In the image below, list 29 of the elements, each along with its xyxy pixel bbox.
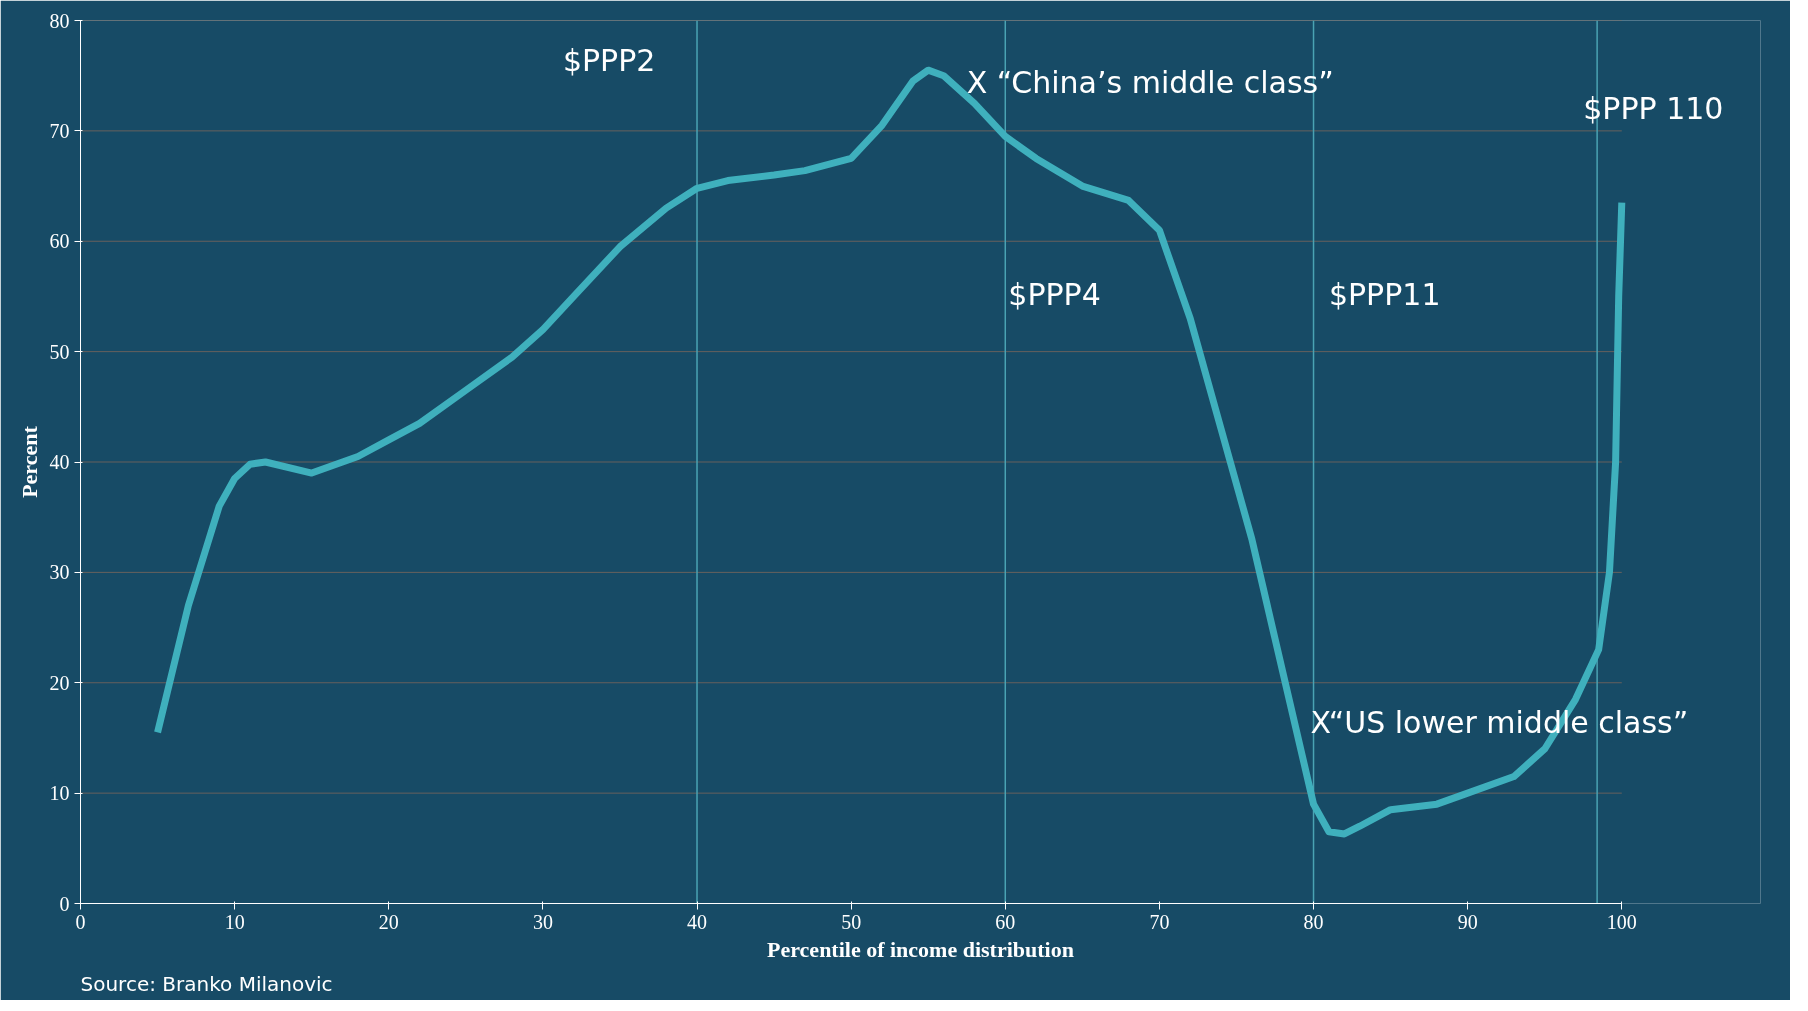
x-tick-label: 40 bbox=[687, 910, 708, 933]
x-tick-label: 30 bbox=[532, 910, 553, 933]
y-tick-label: 60 bbox=[49, 230, 70, 253]
annotation: $PPP2 bbox=[562, 42, 656, 78]
y-tick-label: 50 bbox=[49, 340, 70, 363]
y-tick-label: 30 bbox=[49, 561, 70, 584]
annotation: X “China’s middle class” bbox=[966, 64, 1334, 100]
y-axis-title: Percent bbox=[16, 425, 42, 498]
source-note: Source: Branko Milanovic bbox=[80, 971, 333, 996]
x-tick-label: 70 bbox=[1149, 910, 1170, 933]
y-tick-label: 70 bbox=[49, 119, 70, 142]
x-tick-label: 50 bbox=[841, 910, 862, 933]
x-tick-label: 60 bbox=[995, 910, 1016, 933]
annotation: X“US lower middle class” bbox=[1310, 704, 1689, 740]
y-tick-label: 10 bbox=[49, 782, 70, 805]
x-tick-label: 0 bbox=[75, 910, 86, 933]
y-tick-label: 40 bbox=[49, 451, 70, 473]
annotation: $PPP4 bbox=[1008, 276, 1101, 312]
x-tick-label: 10 bbox=[224, 910, 245, 933]
x-tick-label: 90 bbox=[1457, 910, 1478, 933]
annotation: $PPP11 bbox=[1328, 276, 1441, 312]
x-tick-label: 100 bbox=[1606, 910, 1637, 933]
y-tick-label: 80 bbox=[49, 9, 70, 32]
x-tick-label: 80 bbox=[1303, 910, 1324, 933]
y-tick-label: 20 bbox=[49, 671, 70, 694]
annotation: $PPP 110 bbox=[1583, 91, 1724, 127]
x-tick-label: 20 bbox=[378, 910, 399, 933]
x-axis-title: Percentile of income distribution bbox=[767, 936, 1074, 962]
y-tick-label: 0 bbox=[59, 892, 70, 915]
